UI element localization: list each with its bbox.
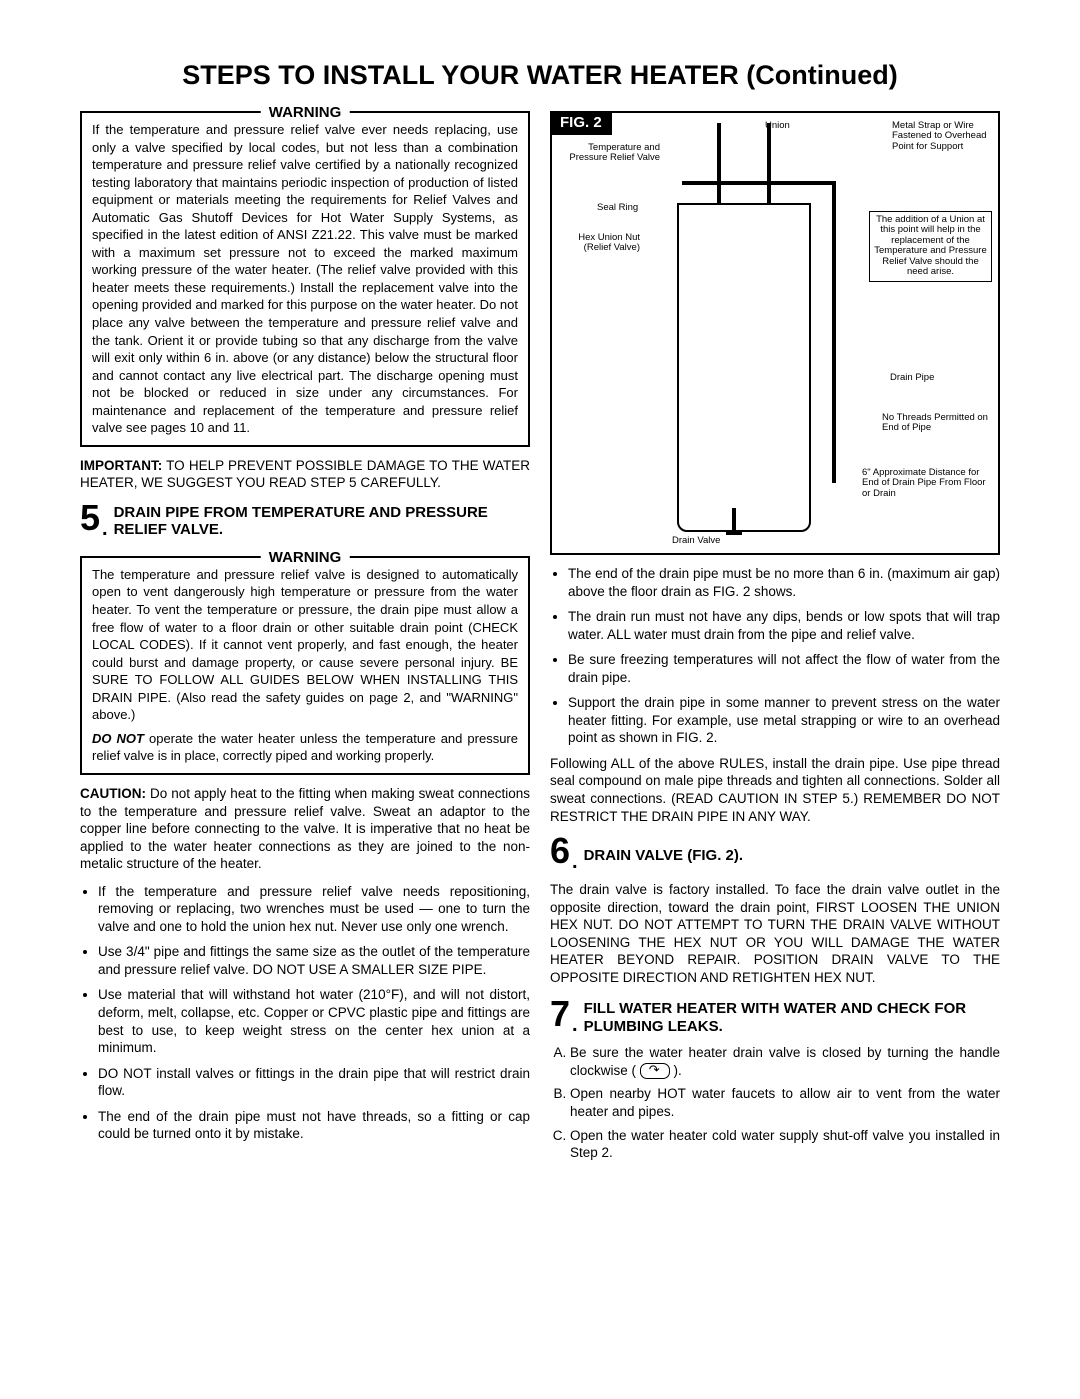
pipe-icon xyxy=(767,123,771,203)
tprv-label: Temperature and Pressure Relief Valve xyxy=(560,143,660,164)
list-item: DO NOT install valves or fittings in the… xyxy=(98,1065,530,1100)
warning-label: WARNING xyxy=(261,103,350,123)
right-paragraph: Following ALL of the above RULES, instal… xyxy=(550,755,1000,825)
step-dot: . xyxy=(572,1012,578,1038)
warning-label: WARNING xyxy=(261,548,350,568)
union-note: The addition of a Union at this point wi… xyxy=(869,211,992,282)
drain-pipe-label: Drain Pipe xyxy=(890,373,980,383)
warning-text-donot: DO NOT operate the water heater unless t… xyxy=(92,730,518,765)
pipe-icon xyxy=(717,123,721,203)
strap-label: Metal Strap or Wire Fastened to Overhead… xyxy=(892,121,992,152)
do-not-text: operate the water heater unless the temp… xyxy=(92,731,518,764)
step-7-list: Be sure the water heater drain valve is … xyxy=(550,1044,1000,1161)
warning-text: The temperature and pressure relief valv… xyxy=(92,566,518,724)
warning-box-2: WARNING The temperature and pressure rel… xyxy=(80,556,530,775)
clockwise-arrow-icon xyxy=(640,1063,670,1079)
step-title: FILL WATER HEATER WITH WATER AND CHECK F… xyxy=(584,1000,1000,1035)
left-bullet-list: If the temperature and pressure relief v… xyxy=(80,883,530,1143)
important-note: IMPORTANT: TO HELP PREVENT POSSIBLE DAMA… xyxy=(80,457,530,492)
list-item: The drain run must not have any dips, be… xyxy=(568,608,1000,643)
item-a-text: Be sure the water heater drain valve is … xyxy=(570,1045,1000,1078)
hex-union-label: Hex Union Nut (Relief Valve) xyxy=(560,233,640,254)
caution-text: Do not apply heat to the fitting when ma… xyxy=(80,786,530,871)
list-item: Use material that will withstand hot wat… xyxy=(98,986,530,1056)
right-column: FIG. 2 Union Metal Strap or Wire Fastene… xyxy=(550,111,1000,1168)
heater-body-icon xyxy=(677,203,811,532)
drain-valve-outlet-icon xyxy=(726,531,742,535)
drain-pipe-icon xyxy=(832,183,836,483)
step-number: 5 xyxy=(80,502,100,534)
step-dot: . xyxy=(572,849,578,875)
list-item: The end of the drain pipe must not have … xyxy=(98,1108,530,1143)
left-column: WARNING If the temperature and pressure … xyxy=(80,111,530,1168)
list-item: If the temperature and pressure relief v… xyxy=(98,883,530,936)
figure-2: FIG. 2 Union Metal Strap or Wire Fastene… xyxy=(550,111,1000,555)
step-6-text: The drain valve is factory installed. To… xyxy=(550,881,1000,986)
approx-distance-label: 6" Approximate Distance for End of Drain… xyxy=(862,468,992,499)
seal-ring-label: Seal Ring xyxy=(597,203,638,213)
step-number: 7 xyxy=(550,998,570,1030)
do-not-label: DO NOT xyxy=(92,731,144,746)
figure-label: FIG. 2 xyxy=(550,111,612,135)
list-item: Be sure the water heater drain valve is … xyxy=(570,1044,1000,1079)
list-item: Open nearby HOT water faucets to allow a… xyxy=(570,1085,1000,1120)
caution-note: CAUTION: Do not apply heat to the fittin… xyxy=(80,785,530,873)
no-threads-label: No Threads Permitted on End of Pipe xyxy=(882,413,992,434)
important-label: IMPORTANT: xyxy=(80,458,162,473)
step-6-heading: 6. DRAIN VALVE (FIG. 2). xyxy=(550,835,1000,875)
drain-valve-label: Drain Valve xyxy=(672,536,720,546)
list-item: Open the water heater cold water supply … xyxy=(570,1127,1000,1162)
list-item: Use 3/4" pipe and fittings the same size… xyxy=(98,943,530,978)
warning-box-1: WARNING If the temperature and pressure … xyxy=(80,111,530,447)
list-item: Be sure freezing temperatures will not a… xyxy=(568,651,1000,686)
right-bullet-list: The end of the drain pipe must be no mor… xyxy=(550,565,1000,747)
list-item: Support the drain pipe in some manner to… xyxy=(568,694,1000,747)
step-5-heading: 5. DRAIN PIPE FROM TEMPERATURE AND PRESS… xyxy=(80,502,530,542)
step-number: 6 xyxy=(550,835,570,867)
relief-valve-icon xyxy=(682,181,836,185)
step-title: DRAIN VALVE (FIG. 2). xyxy=(584,847,743,864)
item-a-close: ). xyxy=(674,1063,682,1078)
list-item: The end of the drain pipe must be no mor… xyxy=(568,565,1000,600)
union-label: Union xyxy=(765,121,790,131)
step-dot: . xyxy=(102,516,108,542)
caution-label: CAUTION: xyxy=(80,786,146,801)
drain-valve-stub-icon xyxy=(732,508,736,532)
page-title: STEPS TO INSTALL YOUR WATER HEATER (Cont… xyxy=(80,60,1000,91)
step-title: DRAIN PIPE FROM TEMPERATURE AND PRESSURE… xyxy=(114,504,530,539)
step-7-heading: 7. FILL WATER HEATER WITH WATER AND CHEC… xyxy=(550,998,1000,1038)
warning-text: If the temperature and pressure relief v… xyxy=(92,121,518,437)
